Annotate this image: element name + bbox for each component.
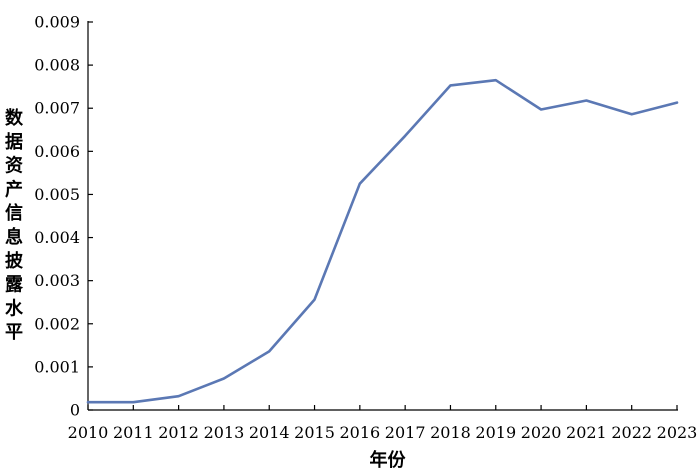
series-line-0 bbox=[86, 78, 679, 404]
x-tick-label: 2022 bbox=[611, 423, 652, 442]
y-tick-label: 0.009 bbox=[34, 13, 80, 32]
x-tick-label: 2016 bbox=[339, 423, 380, 442]
x-tick-label: 2013 bbox=[204, 423, 245, 442]
x-ticks: 2010 2011 2012 2013 2014 2015 2016 2017 2018 2019… bbox=[68, 405, 698, 442]
x-tick-label: 2014 bbox=[249, 423, 290, 442]
x-tick-label: 2011 bbox=[113, 423, 154, 442]
axes bbox=[87, 21, 678, 411]
x-tick-label: 2019 bbox=[475, 423, 516, 442]
x-tick-label: 2023 bbox=[657, 423, 698, 442]
y-tick-label: 0.005 bbox=[34, 185, 80, 204]
y-tick-label: 0.006 bbox=[34, 142, 80, 161]
y-tick-label: 0.001 bbox=[34, 357, 80, 376]
x-tick-label: 2017 bbox=[385, 423, 426, 442]
y-ticks: 0 0.001 0.002 0.003 0.004 0.005 0.006 0.007 0.00… bbox=[34, 13, 93, 420]
y-axis-title: 数据资产信息披露水平 bbox=[5, 107, 24, 343]
x-tick-label: 2010 bbox=[68, 423, 109, 442]
series bbox=[86, 78, 679, 404]
x-tick-label: 2012 bbox=[158, 423, 199, 442]
y-tick-label: 0.003 bbox=[34, 271, 80, 290]
y-tick-label: 0.002 bbox=[34, 314, 80, 333]
y-tick-label: 0.008 bbox=[34, 56, 80, 75]
y-tick-label: 0.004 bbox=[34, 228, 80, 247]
x-tick-label: 2015 bbox=[294, 423, 335, 442]
x-tick-label: 2021 bbox=[566, 423, 607, 442]
y-tick-label: 0 bbox=[70, 401, 80, 420]
x-axis-title: 年份 bbox=[370, 449, 407, 470]
x-tick-label: 2018 bbox=[430, 423, 471, 442]
y-tick-label: 0.007 bbox=[34, 99, 80, 118]
x-tick-label: 2020 bbox=[521, 423, 562, 442]
